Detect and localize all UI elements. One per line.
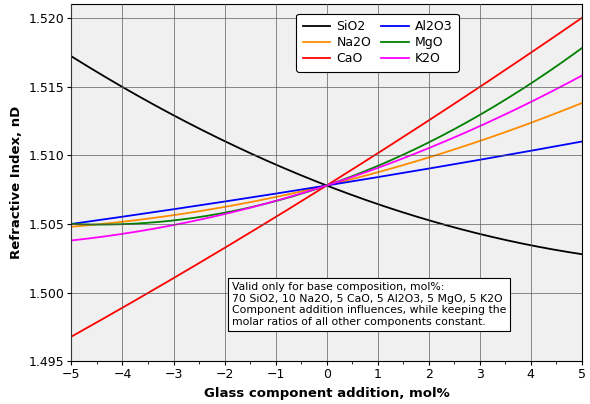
Line: CaO: CaO xyxy=(71,18,582,337)
Na2O xyxy=(313,185,320,190)
CaO xyxy=(486,78,493,83)
K2O xyxy=(566,80,573,84)
Al2O3 xyxy=(68,221,75,226)
K2O xyxy=(578,73,585,78)
X-axis label: Glass component addition, mol%: Glass component addition, mol% xyxy=(204,387,450,400)
CaO xyxy=(310,191,317,196)
CaO xyxy=(68,334,75,339)
K2O xyxy=(344,176,351,181)
K2O xyxy=(310,187,317,192)
Na2O xyxy=(344,178,351,183)
MgO xyxy=(567,54,574,59)
Al2O3 xyxy=(313,185,320,189)
K2O xyxy=(313,186,320,191)
Text: Valid only for base composition, mol%:
70 SiO2, 10 Na2O, 5 CaO, 5 Al2O3, 5 MgO, : Valid only for base composition, mol%: 7… xyxy=(232,282,507,327)
MgO xyxy=(345,175,352,180)
Y-axis label: Refractive Index, nD: Refractive Index, nD xyxy=(10,106,23,259)
SiO2 xyxy=(486,234,493,239)
Al2O3 xyxy=(344,180,351,185)
CaO xyxy=(578,15,585,20)
Al2O3 xyxy=(486,156,493,160)
MgO xyxy=(68,221,75,226)
Line: Na2O: Na2O xyxy=(71,103,582,227)
MgO xyxy=(97,222,104,227)
Al2O3 xyxy=(372,175,379,180)
Al2O3 xyxy=(310,185,317,190)
Line: Al2O3: Al2O3 xyxy=(71,141,582,224)
CaO xyxy=(566,24,573,29)
SiO2 xyxy=(344,191,351,196)
CaO xyxy=(313,189,320,194)
CaO xyxy=(344,170,351,175)
MgO xyxy=(312,187,319,192)
K2O xyxy=(372,166,379,171)
Line: SiO2: SiO2 xyxy=(71,57,582,254)
K2O xyxy=(486,119,493,124)
Al2O3 xyxy=(578,139,585,144)
Legend: SiO2, Na2O, CaO, Al2O3, MgO, K2O: SiO2, Na2O, CaO, Al2O3, MgO, K2O xyxy=(296,14,459,72)
Na2O xyxy=(566,105,573,110)
Na2O xyxy=(68,224,75,229)
MgO xyxy=(487,106,494,111)
SiO2 xyxy=(68,54,75,59)
Na2O xyxy=(310,186,317,191)
Al2O3 xyxy=(566,141,573,146)
MgO xyxy=(373,164,380,169)
MgO xyxy=(314,186,322,191)
Na2O xyxy=(486,135,493,140)
Line: K2O: K2O xyxy=(71,76,582,240)
SiO2 xyxy=(372,201,379,206)
Na2O xyxy=(578,101,585,105)
K2O xyxy=(68,238,75,243)
CaO xyxy=(372,152,379,157)
MgO xyxy=(578,46,585,50)
Na2O xyxy=(372,170,379,175)
SiO2 xyxy=(578,252,585,257)
SiO2 xyxy=(313,179,320,184)
SiO2 xyxy=(566,250,573,255)
SiO2 xyxy=(310,178,317,183)
Line: MgO: MgO xyxy=(71,48,582,225)
